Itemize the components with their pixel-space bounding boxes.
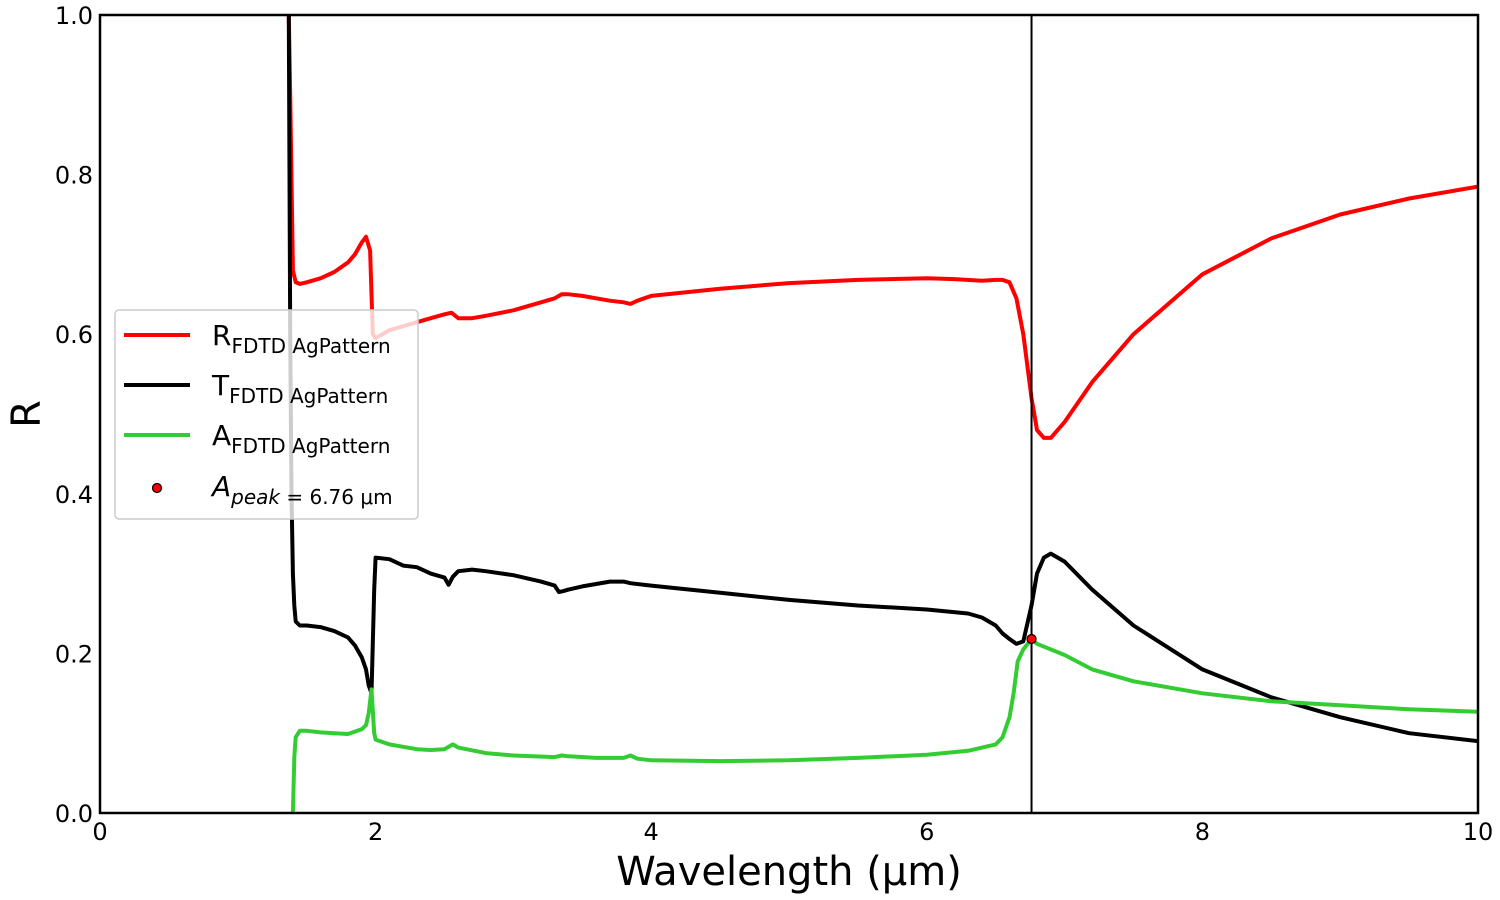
y-axis-ticks: 0.0 0.2 0.4 0.6 0.8 1.0 <box>55 2 93 828</box>
x-tick-label: 0 <box>92 818 107 846</box>
peak-marker <box>1026 633 1037 645</box>
series-line-a <box>290 637 1478 813</box>
series-layer <box>286 15 1478 813</box>
x-axis-ticks: 0 2 4 6 8 10 <box>92 818 1493 846</box>
legend-box <box>114 309 419 520</box>
legend-label-a: AFDTD AgPattern <box>212 419 390 458</box>
x-axis-title: Wavelength (μm) <box>616 849 962 895</box>
y-tick-label: 0.6 <box>55 321 93 349</box>
y-axis-title: R <box>4 400 50 428</box>
y-tick-label: 0.4 <box>55 481 93 509</box>
plot-frame <box>98 13 1480 815</box>
y-tick-label: 0.2 <box>55 640 93 668</box>
series-line-t <box>286 15 1478 744</box>
legend-label-t: TFDTD AgPattern <box>211 369 388 408</box>
y-tick-label: 1.0 <box>55 2 93 30</box>
legend: RFDTD AgPattern TFDTD AgPattern AFDTD Ag… <box>114 309 419 520</box>
legend-peak-marker <box>151 482 163 494</box>
series-line-r <box>286 15 1478 440</box>
legend-label-r: RFDTD AgPattern <box>212 319 391 358</box>
y-tick-label: 0.8 <box>55 162 93 190</box>
y-tick-label: 0.0 <box>55 800 93 828</box>
x-tick-label: 6 <box>919 818 934 846</box>
legend-label-peak: Apeak = 6.76 μm <box>210 470 393 509</box>
x-tick-label: 2 <box>368 818 383 846</box>
marker-layer <box>1026 15 1037 813</box>
x-tick-label: 10 <box>1463 818 1494 846</box>
x-tick-label: 8 <box>1195 818 1210 846</box>
x-tick-label: 4 <box>644 818 659 846</box>
